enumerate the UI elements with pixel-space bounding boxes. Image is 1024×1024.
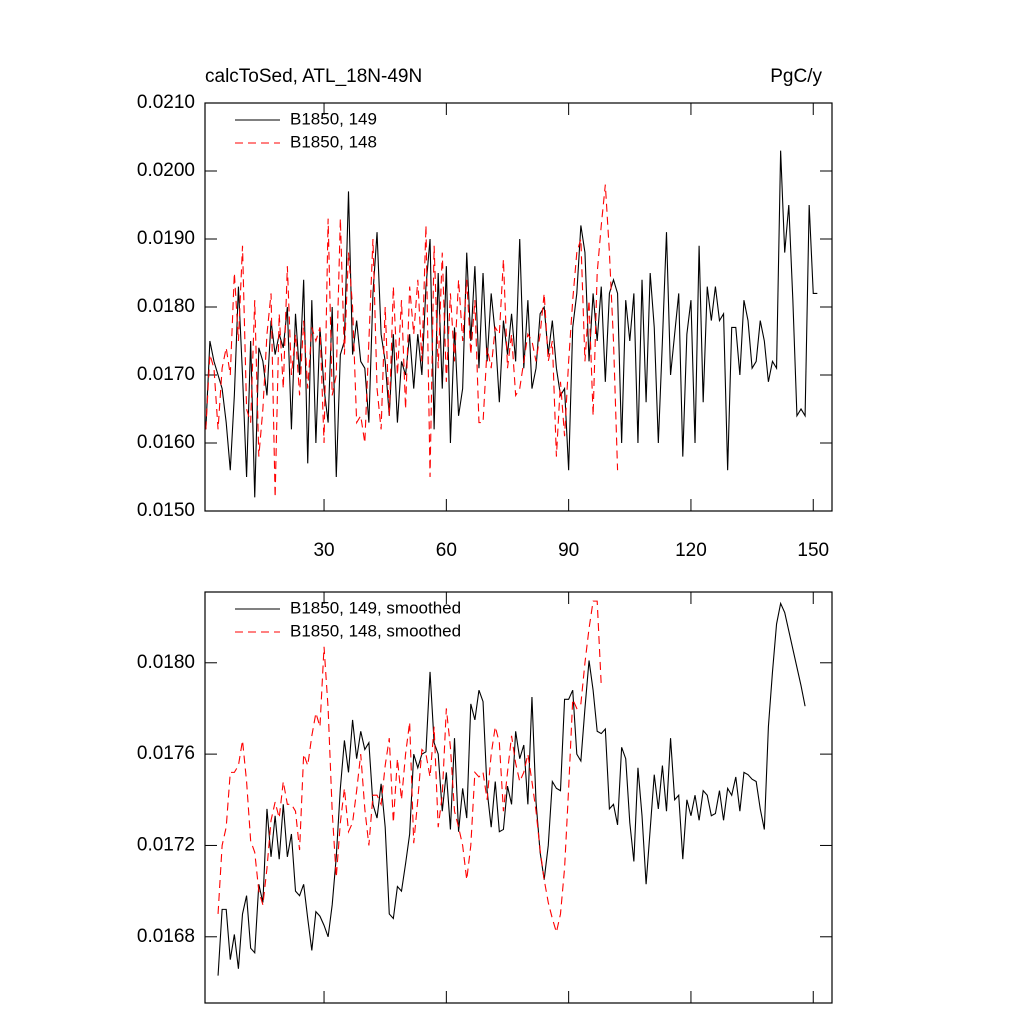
plot-frame xyxy=(204,591,833,1004)
y-tick-label: 0.0150 xyxy=(137,500,195,521)
units-label: PgC/y xyxy=(770,66,822,87)
legend-label: B1850, 148 xyxy=(290,132,377,151)
y-tick-label: 0.0170 xyxy=(137,364,195,385)
x-tick-label: 150 xyxy=(797,540,829,561)
x-tick-label: 60 xyxy=(436,540,457,561)
series-line xyxy=(205,184,619,498)
y-tick-label: 0.0180 xyxy=(137,296,195,317)
y-tick-label: 0.0172 xyxy=(137,834,195,855)
legend-label: B1850, 149 xyxy=(290,109,377,128)
legend-label: B1850, 149, smoothed xyxy=(290,598,461,617)
y-tick-label: 0.0200 xyxy=(137,160,195,181)
chart-title: calcToSed, ATL_18N-49N xyxy=(205,66,422,87)
y-tick-label: 0.0160 xyxy=(137,432,195,453)
y-tick-label: 0.0190 xyxy=(137,228,195,249)
y-tick-label: 0.0180 xyxy=(137,652,195,673)
legend-label: B1850, 148, smoothed xyxy=(290,621,461,640)
x-tick-label: 90 xyxy=(558,540,579,561)
series-line xyxy=(217,601,806,976)
y-tick-label: 0.0168 xyxy=(137,926,195,947)
series-line xyxy=(205,150,818,498)
y-tick-label: 0.0176 xyxy=(137,743,195,764)
x-tick-label: 30 xyxy=(313,540,334,561)
y-tick-label: 0.0210 xyxy=(137,92,195,113)
plot-frame xyxy=(204,102,833,512)
x-tick-label: 120 xyxy=(675,540,707,561)
series-line xyxy=(217,600,602,935)
